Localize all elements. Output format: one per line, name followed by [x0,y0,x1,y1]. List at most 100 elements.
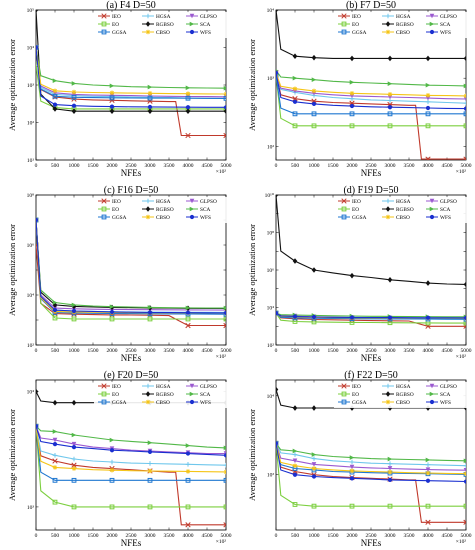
x-tick-label: 4500 [202,163,213,169]
data-point-cbso [463,471,466,477]
y-tick-label: 10⁴ [27,293,35,299]
data-point-cbso [223,469,226,475]
data-point-ieo [425,156,431,160]
series-line-hgsa [276,72,466,104]
y-axis-label: Average optimization error [247,39,257,131]
x-tick-label: 4000 [183,163,194,169]
data-point-cbso [223,91,226,97]
legend-label-ggsa: GGSA [352,400,367,406]
legend-label-cbso: CBSO [156,30,170,36]
series-line-glpso [36,426,226,455]
x-tick-label: 4000 [423,533,434,539]
x-tick-label: 5000 [461,163,472,169]
x-tick-label: 1000 [309,533,320,539]
data-point-wfs [36,217,39,223]
data-point-eo [71,316,77,322]
legend-marker [101,21,107,27]
data-point-sca [463,83,466,89]
data-point-wfs [52,442,58,447]
legend-marker [101,13,107,19]
x-tick-label: 500 [291,163,300,169]
legend-label-eo: EO [352,207,359,213]
x-multiplier: ×10² [456,169,467,175]
x-tick-label: 3000 [385,348,396,354]
data-point-cbso [71,466,77,471]
data-point-wfs [276,311,279,316]
x-tick-label: 5000 [461,348,472,354]
legend: IEO HGSA GLPSO EO RGBSO SCA GGSA CBSO WFS [334,197,470,223]
data-point-sca [109,83,115,89]
data-point-ggsa [311,111,317,117]
data-point-wfs [71,444,77,450]
data-point-glpso [349,464,355,470]
data-point-cbso [147,468,153,474]
x-tick-label: 2000 [107,533,118,539]
data-point-eo [463,503,466,509]
x-tick-label: 4500 [442,348,453,354]
legend-marker [101,198,107,204]
data-point-rgbso [292,53,298,60]
legend-label-glpso: GLPSO [440,14,457,20]
data-point-rgbso [349,55,355,62]
legend-label-hgsa: HGSA [156,384,171,390]
data-point-rgbso [36,10,39,13]
legend-box [334,382,470,408]
y-tick-label: 10⁴ [267,394,275,400]
data-point-sca [292,448,298,454]
data-point-hgsa [463,463,466,469]
legend-marker [429,399,435,405]
data-point-wfs [185,310,191,315]
x-tick-label: 3500 [404,163,415,169]
y-tick-label: 10¹ [27,158,35,164]
data-point-ieo [463,156,466,160]
x-tick-label: 3500 [164,533,175,539]
x-tick-label: 2500 [366,348,377,354]
legend-label-cbso: CBSO [156,400,170,406]
series-line-cbso [276,72,466,97]
data-point-cbso [463,93,466,99]
data-point-eo [109,504,115,510]
legend-label-sca: SCA [200,207,210,213]
data-point-ieo [223,322,226,329]
data-point-sca [52,300,58,305]
legend-label-ggsa: GGSA [112,30,127,36]
x-tick-label: 4000 [183,348,194,354]
y-tick-label: 10⁶ [267,268,275,274]
x-tick-label: 3500 [404,533,415,539]
x-tick-label: 4000 [183,533,194,539]
legend-label-hgsa: HGSA [396,384,411,390]
x-tick-label: 500 [51,163,60,169]
data-point-ieo [463,519,466,525]
data-point-eo [223,106,226,112]
data-point-wfs [71,308,77,314]
legend-marker [189,21,195,27]
legend-marker [101,383,107,389]
legend-label-wfs: WFS [200,30,211,36]
legend-label-eo: EO [112,22,119,28]
legend-marker [145,206,151,212]
data-point-hgsa [311,456,317,461]
data-point-cbso [292,86,298,92]
data-point-hgsa [292,452,298,457]
data-point-glpso [463,467,466,473]
data-point-sca [185,443,191,448]
legend-marker [341,214,347,220]
data-point-ggsa [223,477,226,483]
panel-6: 0 500 1000 1500 2000 2500 3000 3500 4000 4500 5000… [247,370,472,548]
data-point-rgbso [71,399,77,406]
data-point-ieo [223,522,226,528]
x-axis-label: NFEs [361,353,382,363]
series-line-rgbso [276,10,466,59]
series-line-glpso [276,443,466,471]
data-point-wfs [147,449,153,454]
legend-box [94,382,230,408]
data-point-ggsa [185,477,191,483]
y-axis-label: Average optimization error [7,224,17,316]
data-point-rgbso [109,108,115,115]
x-tick-label: 5000 [221,533,232,539]
x-axis-label: NFEs [121,168,142,178]
legend-marker [145,21,151,27]
data-point-sca [311,452,317,457]
data-point-eo [349,123,355,129]
